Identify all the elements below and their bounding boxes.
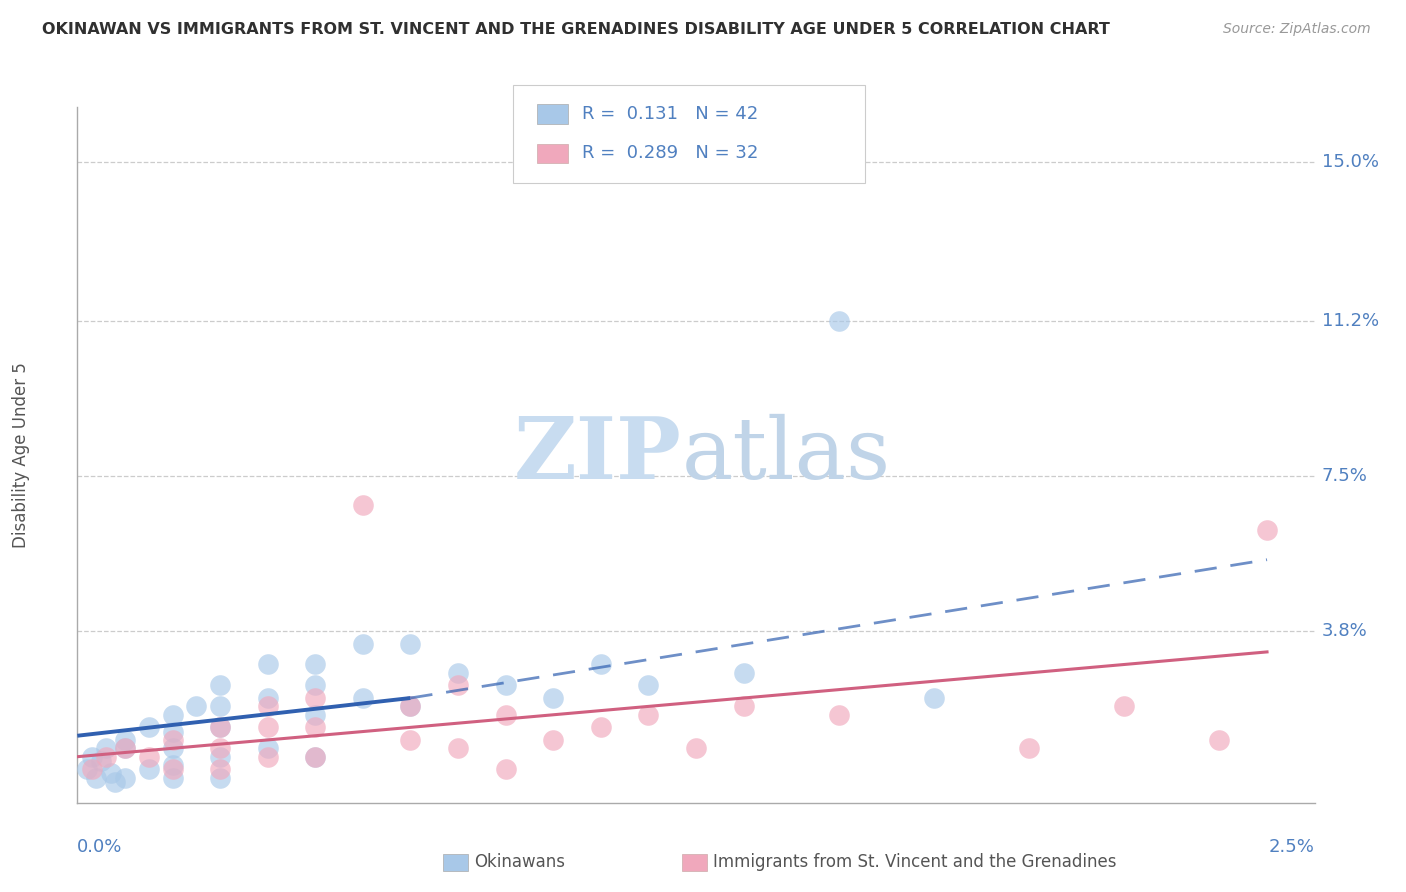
Point	[304, 749, 326, 764]
Point	[162, 771, 184, 785]
Point	[138, 749, 160, 764]
Point	[80, 762, 103, 776]
Point	[828, 314, 851, 328]
Point	[352, 691, 374, 706]
Point	[541, 691, 564, 706]
Point	[589, 720, 612, 734]
Point	[94, 749, 117, 764]
Point	[94, 741, 117, 756]
Text: 7.5%: 7.5%	[1322, 467, 1368, 485]
Point	[104, 775, 127, 789]
Point	[304, 678, 326, 692]
Point	[256, 691, 278, 706]
Point	[352, 636, 374, 650]
Point	[399, 699, 422, 714]
Point	[209, 720, 232, 734]
Point	[447, 665, 470, 680]
Point	[209, 720, 232, 734]
Point	[256, 699, 278, 714]
Text: 2.5%: 2.5%	[1268, 838, 1315, 856]
Text: R =  0.289   N = 32: R = 0.289 N = 32	[582, 145, 758, 162]
Point	[495, 707, 517, 722]
Point	[304, 657, 326, 672]
Point	[114, 741, 136, 756]
Point	[495, 762, 517, 776]
Text: atlas: atlas	[682, 413, 891, 497]
Text: 3.8%: 3.8%	[1322, 622, 1368, 640]
Text: 0.0%: 0.0%	[77, 838, 122, 856]
Point	[637, 678, 659, 692]
Point	[186, 699, 208, 714]
Point	[447, 741, 470, 756]
Point	[304, 691, 326, 706]
Point	[733, 665, 755, 680]
Point	[114, 741, 136, 756]
Point	[304, 707, 326, 722]
Point	[399, 699, 422, 714]
Point	[76, 762, 98, 776]
Point	[637, 707, 659, 722]
Point	[209, 699, 232, 714]
Point	[685, 741, 707, 756]
Point	[1256, 524, 1278, 538]
Point	[256, 741, 278, 756]
Point	[1114, 699, 1136, 714]
Point	[447, 678, 470, 692]
Text: OKINAWAN VS IMMIGRANTS FROM ST. VINCENT AND THE GRENADINES DISABILITY AGE UNDER : OKINAWAN VS IMMIGRANTS FROM ST. VINCENT …	[42, 22, 1111, 37]
Point	[256, 749, 278, 764]
Point	[304, 720, 326, 734]
Point	[86, 771, 108, 785]
Point	[209, 678, 232, 692]
Point	[399, 733, 422, 747]
Point	[114, 771, 136, 785]
Text: Disability Age Under 5: Disability Age Under 5	[13, 362, 30, 548]
Point	[304, 749, 326, 764]
Point	[256, 657, 278, 672]
Point	[90, 754, 112, 768]
Text: Source: ZipAtlas.com: Source: ZipAtlas.com	[1223, 22, 1371, 37]
Point	[541, 733, 564, 747]
Point	[162, 707, 184, 722]
Point	[162, 733, 184, 747]
Text: Immigrants from St. Vincent and the Grenadines: Immigrants from St. Vincent and the Gren…	[713, 853, 1116, 871]
Point	[209, 771, 232, 785]
Point	[80, 749, 103, 764]
Text: Okinawans: Okinawans	[474, 853, 565, 871]
Point	[495, 678, 517, 692]
Point	[828, 707, 851, 722]
Text: ZIP: ZIP	[515, 413, 682, 497]
Point	[589, 657, 612, 672]
Text: 11.2%: 11.2%	[1322, 312, 1379, 330]
Point	[114, 733, 136, 747]
Point	[162, 762, 184, 776]
Point	[138, 762, 160, 776]
Point	[1018, 741, 1040, 756]
Point	[352, 498, 374, 512]
Text: R =  0.131   N = 42: R = 0.131 N = 42	[582, 105, 758, 123]
Point	[922, 691, 945, 706]
Point	[399, 636, 422, 650]
Point	[138, 720, 160, 734]
Point	[209, 749, 232, 764]
Point	[209, 762, 232, 776]
Point	[209, 741, 232, 756]
Point	[100, 766, 122, 780]
Point	[256, 720, 278, 734]
Point	[1208, 733, 1230, 747]
Point	[162, 758, 184, 772]
Point	[162, 724, 184, 739]
Point	[733, 699, 755, 714]
Text: 15.0%: 15.0%	[1322, 153, 1379, 170]
Point	[162, 741, 184, 756]
